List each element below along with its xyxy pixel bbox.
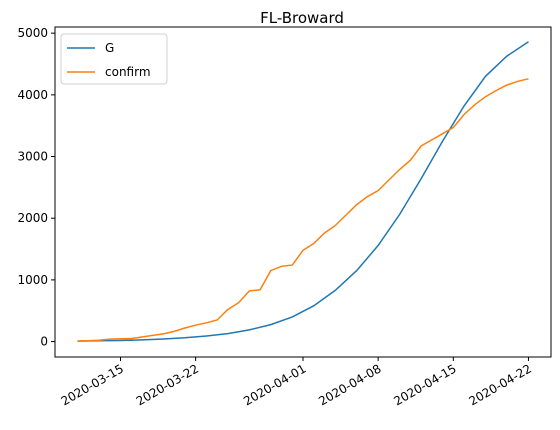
legend-label: G [105, 41, 114, 55]
x-tick-label: 2020-04-01 [241, 361, 308, 408]
series-line-G [77, 41, 529, 342]
y-tick-label: 2000 [17, 211, 48, 225]
x-tick-label: 2020-04-22 [467, 361, 534, 408]
x-axis: 2020-03-15 2020-03-22 2020-04-01 2020-04-08… [59, 357, 534, 408]
y-tick-label: 5000 [17, 26, 48, 40]
x-tick-label: 2020-04-15 [391, 361, 458, 408]
chart-title: FL-Broward [260, 9, 344, 27]
legend-label: confirm [105, 65, 151, 79]
y-tick-label: 4000 [17, 88, 48, 102]
x-tick-label: 2020-04-08 [316, 361, 383, 408]
x-tick-label: 2020-03-15 [59, 361, 126, 408]
series-line-confirm [77, 78, 529, 342]
y-axis: 0 1000 2000 3000 4000 5000 [17, 26, 55, 349]
x-tick-label: 2020-03-22 [134, 361, 201, 408]
y-tick-label: 1000 [17, 273, 48, 287]
y-tick-label: 0 [40, 335, 48, 349]
plot-lines [77, 41, 529, 342]
y-tick-label: 3000 [17, 150, 48, 164]
